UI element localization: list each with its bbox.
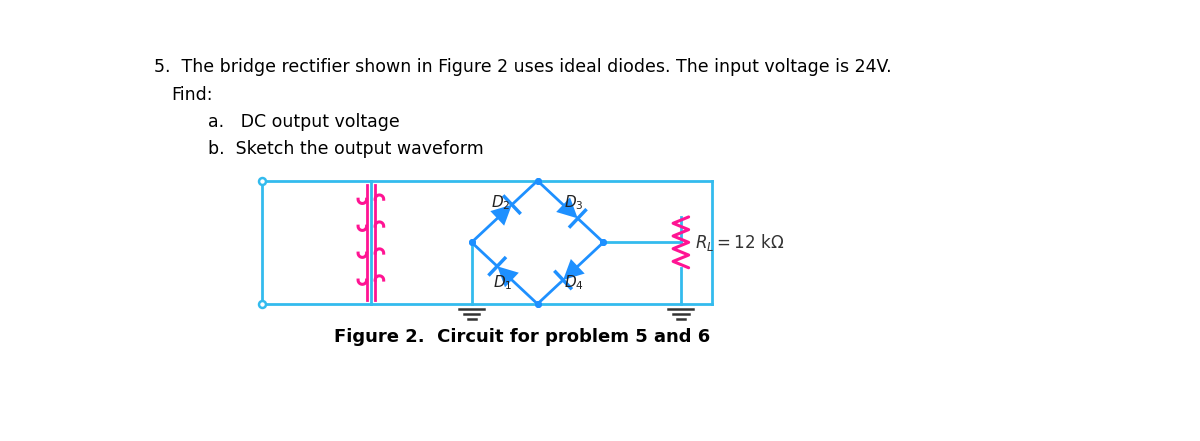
Polygon shape <box>563 259 584 280</box>
Text: 5.  The bridge rectifier shown in Figure 2 uses ideal diodes. The input voltage : 5. The bridge rectifier shown in Figure … <box>154 57 892 75</box>
Text: $D_1$: $D_1$ <box>493 273 512 292</box>
Polygon shape <box>497 266 518 287</box>
Text: $D_2$: $D_2$ <box>491 193 511 212</box>
Text: b.  Sketch the output waveform: b. Sketch the output waveform <box>208 140 484 158</box>
Text: $D_3$: $D_3$ <box>564 193 583 212</box>
Text: $R_L = 12\ \mathrm{k\Omega}$: $R_L = 12\ \mathrm{k\Omega}$ <box>695 232 784 253</box>
Text: Figure 2.  Circuit for problem 5 and 6: Figure 2. Circuit for problem 5 and 6 <box>334 328 710 346</box>
Polygon shape <box>491 205 512 226</box>
Polygon shape <box>556 198 577 218</box>
Text: a.   DC output voltage: a. DC output voltage <box>208 113 400 131</box>
Text: Find:: Find: <box>172 86 214 104</box>
Text: $D_4$: $D_4$ <box>564 273 584 292</box>
